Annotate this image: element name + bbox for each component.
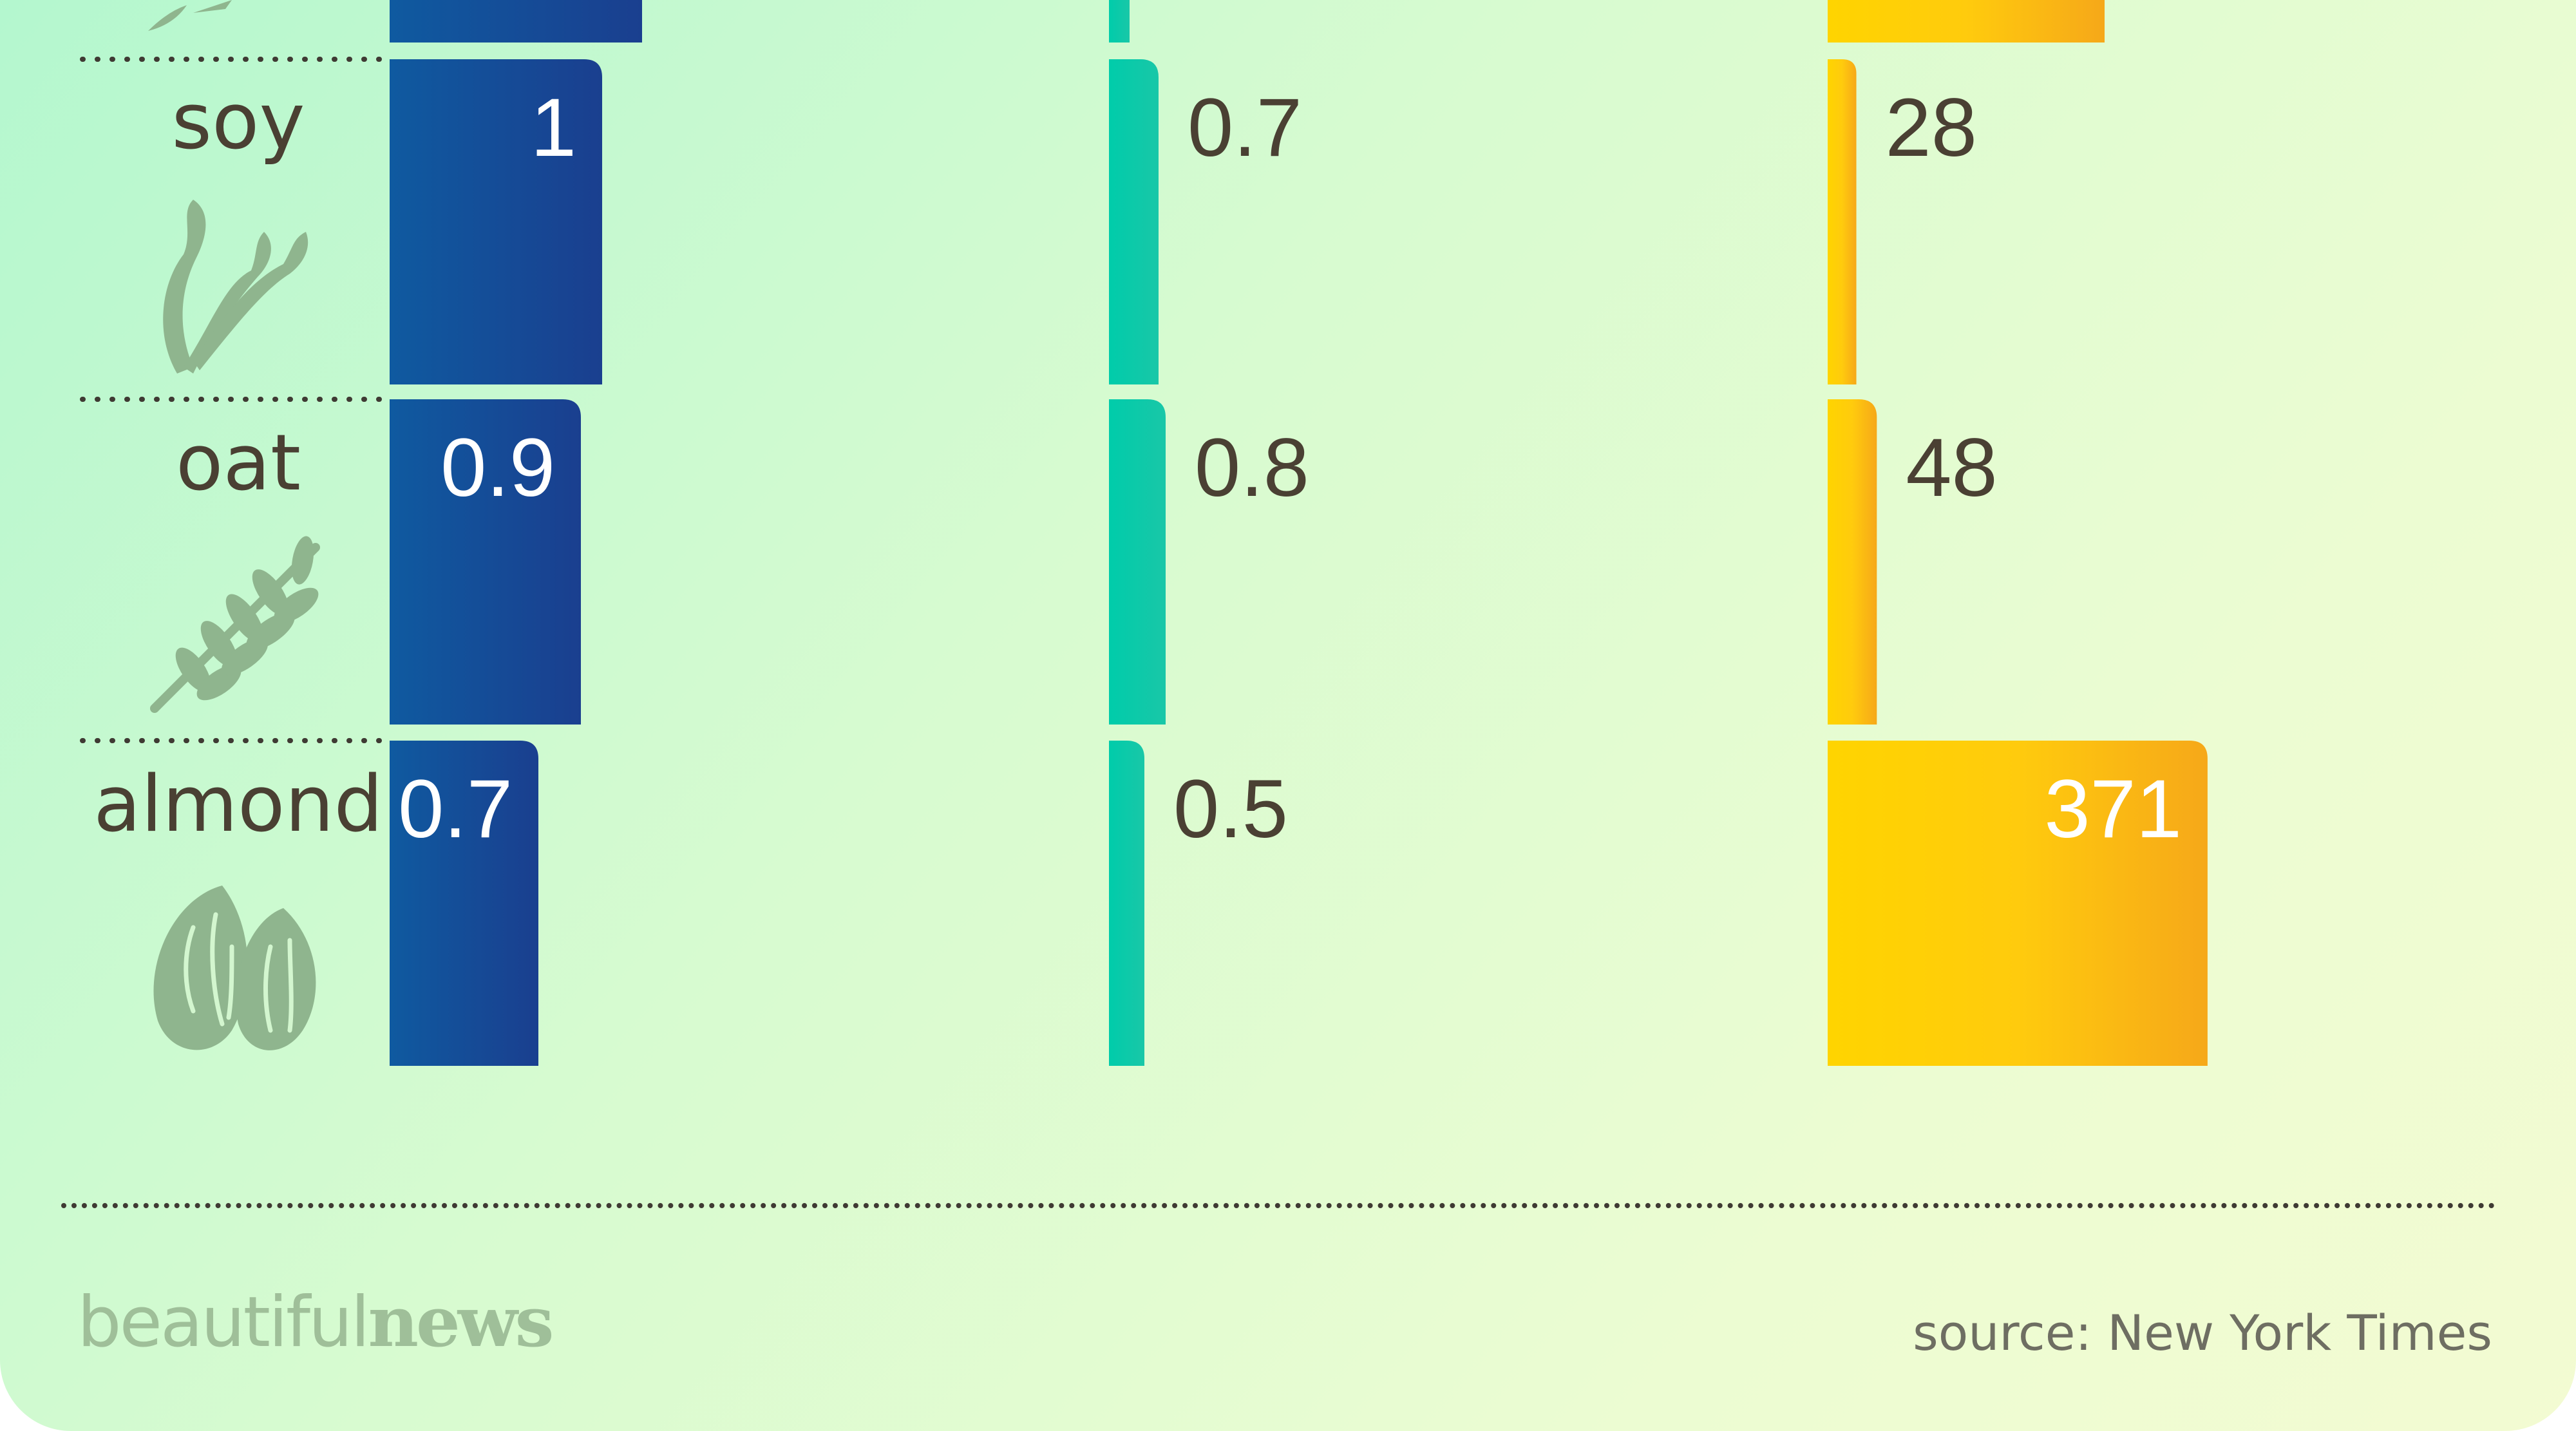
- category-labels: soy oat almond: [93, 77, 383, 849]
- bar-series-3-oat: [1828, 399, 1877, 725]
- bar-series-2-soy: [1109, 59, 1159, 384]
- source-note: source: New York Times: [1913, 1304, 2492, 1361]
- bar-series-1-soy: [390, 59, 602, 384]
- bar-series-1-oat: [390, 399, 581, 725]
- bar-series-3-almond: [1828, 741, 2208, 1066]
- bar-label-series-3-soy: 28: [1886, 82, 1977, 174]
- bar-series-3-soy: [1828, 59, 1857, 384]
- footer-separator: [61, 1203, 2496, 1208]
- category-label-oat: oat: [176, 419, 301, 508]
- wheat-icon: [150, 536, 320, 713]
- bar-series-2-almond: [1109, 741, 1144, 1066]
- bar-series-1-almond: [390, 741, 538, 1066]
- bar-label-series-2-almond: 0.5: [1173, 763, 1288, 855]
- bars: [390, 59, 2208, 1066]
- category-label-soy: soy: [172, 77, 305, 167]
- bar-label-series-2-oat: 0.8: [1195, 422, 1309, 514]
- almond-icon: [153, 886, 316, 1050]
- cropped-previous-row: [148, 0, 2105, 43]
- brand-logo: beautifulnews: [77, 1282, 554, 1363]
- category-label-almond: almond: [93, 760, 383, 849]
- bar-labels: 1 0.9 0.7 0.7 0.8 0.5 28 48 371: [398, 82, 2182, 855]
- soybean-icon: [163, 200, 308, 374]
- bar-label-series-2-soy: 0.7: [1188, 82, 1302, 174]
- bar-label-series-1-soy: 1: [531, 82, 576, 174]
- bar-label-series-3-almond: 371: [2044, 763, 2182, 855]
- bar-label-series-1-oat: 0.9: [440, 422, 555, 514]
- row-separators: [80, 57, 389, 743]
- bar-series-2-oat: [1109, 399, 1166, 725]
- bar-label-series-3-oat: 48: [1906, 422, 1997, 514]
- bar-label-series-1-almond: 0.7: [398, 763, 513, 855]
